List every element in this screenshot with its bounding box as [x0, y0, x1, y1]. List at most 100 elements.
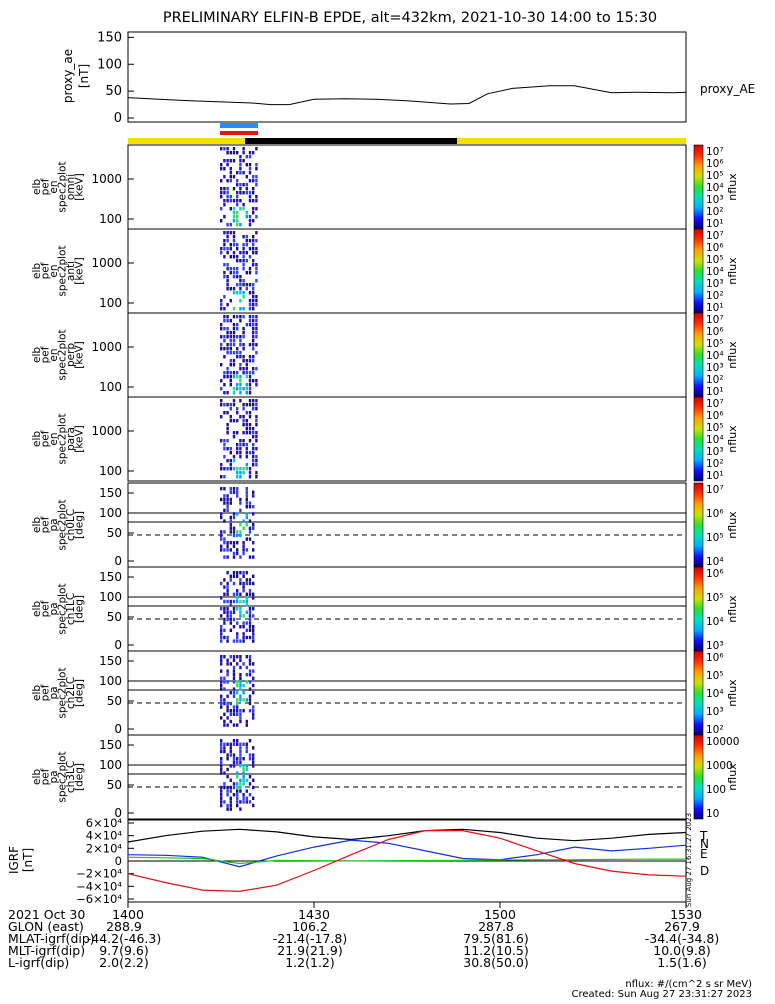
- spec-pixel: [232, 530, 236, 534]
- spec-pixel: [248, 271, 252, 275]
- spec-pixel: [252, 447, 255, 451]
- spec-pixel: [236, 796, 239, 800]
- spec-pixel: [226, 327, 229, 331]
- spec-pixel: [245, 665, 248, 670]
- spec-ylabel-line: elb: [31, 601, 43, 617]
- spec-pixel: [220, 581, 223, 586]
- colorbar: [693, 312, 704, 398]
- spec-pixel: [220, 195, 223, 199]
- spec-pixel: [220, 632, 223, 636]
- spec-pixel: [232, 459, 236, 463]
- spec-pixel: [252, 753, 255, 757]
- spec-pixel: [245, 243, 248, 247]
- spec-pixel: [229, 541, 232, 545]
- colorbar: [693, 396, 704, 482]
- spec-pixel: [229, 621, 232, 625]
- spec-pixel: [236, 533, 239, 538]
- spec-pixel: [220, 347, 223, 351]
- spec-pixel: [245, 596, 248, 600]
- spec-pixel: [220, 793, 223, 797]
- colorbar: [693, 482, 704, 568]
- spec-ylabel-line: elb: [31, 347, 43, 363]
- spec-pixel: [242, 147, 245, 151]
- spec-pixel: [220, 363, 223, 367]
- spec-pixel: [229, 223, 232, 227]
- spec-pixel: [236, 494, 239, 498]
- spec-pixel: [248, 319, 252, 323]
- spec-pixel: [223, 439, 226, 443]
- spec-pixel: [239, 778, 242, 782]
- spec-pixel: [242, 551, 245, 556]
- spec-pixel: [245, 215, 248, 219]
- spec-pixel: [236, 383, 239, 387]
- colorbar-tick-label: 10⁶: [706, 568, 724, 580]
- spec-ytick-label: 0: [114, 554, 122, 568]
- colorbar-tick-label: 10⁶: [706, 410, 724, 422]
- spec-pixel: [252, 803, 255, 808]
- spec-pixel: [232, 235, 236, 239]
- spec-pixel: [223, 501, 226, 505]
- spec-pixel: [239, 592, 242, 596]
- spec-pixel: [220, 655, 223, 659]
- proxy-ae-series-label: proxy_AE: [700, 82, 755, 96]
- spec-pixel: [226, 391, 229, 395]
- colorbar-tick-label: 10⁷: [706, 484, 724, 496]
- spec-pixel: [232, 709, 236, 713]
- spec-pixel: [220, 614, 223, 618]
- spec-pixel: [242, 235, 245, 239]
- spec-ytick-label: 100: [99, 212, 122, 226]
- spec-pixel: [226, 151, 229, 155]
- colorbar-tick-label: 10⁶: [706, 326, 724, 338]
- spec-pixel: [226, 617, 229, 622]
- spec-pixel: [252, 251, 255, 255]
- proxy-ae-ytick-label: 0: [114, 111, 122, 126]
- spec-pixel: [252, 299, 255, 303]
- spec-pixel: [242, 614, 245, 618]
- spec-pixel: [232, 544, 236, 548]
- colorbar-tick-label: 10⁵: [706, 532, 724, 544]
- spec-pixel: [248, 171, 252, 175]
- bfield-line-T: [127, 828, 687, 843]
- spec-pixel: [229, 347, 232, 351]
- spec-pixel: [245, 610, 248, 614]
- spec-pixel: [220, 639, 223, 643]
- spec-pixel: [245, 403, 248, 407]
- spec-pixel: [226, 267, 229, 271]
- colorbar-label: nflux: [726, 511, 739, 539]
- spec-pixel: [220, 757, 223, 761]
- spec-pixel: [248, 299, 252, 303]
- bfield-line-D: [127, 829, 687, 893]
- spec-pixel: [232, 243, 236, 247]
- spec-pixel: [239, 451, 242, 455]
- spec-pixel: [226, 742, 229, 746]
- spec-pixel: [252, 541, 255, 545]
- spec-pixel: [229, 319, 232, 323]
- spec-pixel: [252, 403, 255, 407]
- spec-pixel: [252, 764, 255, 768]
- spec-pixel: [248, 607, 252, 611]
- spec-pixel: [255, 415, 258, 419]
- spec-pixel: [239, 187, 242, 191]
- spec-pixel: [229, 515, 232, 520]
- spec-pixel: [239, 694, 242, 698]
- spec-pixel: [242, 621, 245, 625]
- spec-pixel: [248, 431, 252, 435]
- spec-pixel: [255, 315, 258, 319]
- spec-pixel: [236, 785, 239, 790]
- spec-pixel: [252, 295, 255, 299]
- spec-pixel: [232, 655, 236, 659]
- spec-data: [220, 571, 255, 643]
- spec-pixel: [252, 319, 255, 323]
- spec-pixel: [232, 617, 236, 622]
- spec-pixel: [232, 455, 236, 459]
- spec-ytick-label: 100: [99, 296, 122, 310]
- spec-pixel: [242, 291, 245, 295]
- spec-pixel: [232, 371, 236, 375]
- spec-pixel: [242, 283, 245, 287]
- spec-pixel: [232, 694, 236, 698]
- spec-pixel: [232, 599, 236, 604]
- spec-pixel: [255, 367, 258, 371]
- spec-pixel: [239, 533, 242, 538]
- spec-pixel: [252, 505, 255, 509]
- spec-pixel: [232, 359, 236, 363]
